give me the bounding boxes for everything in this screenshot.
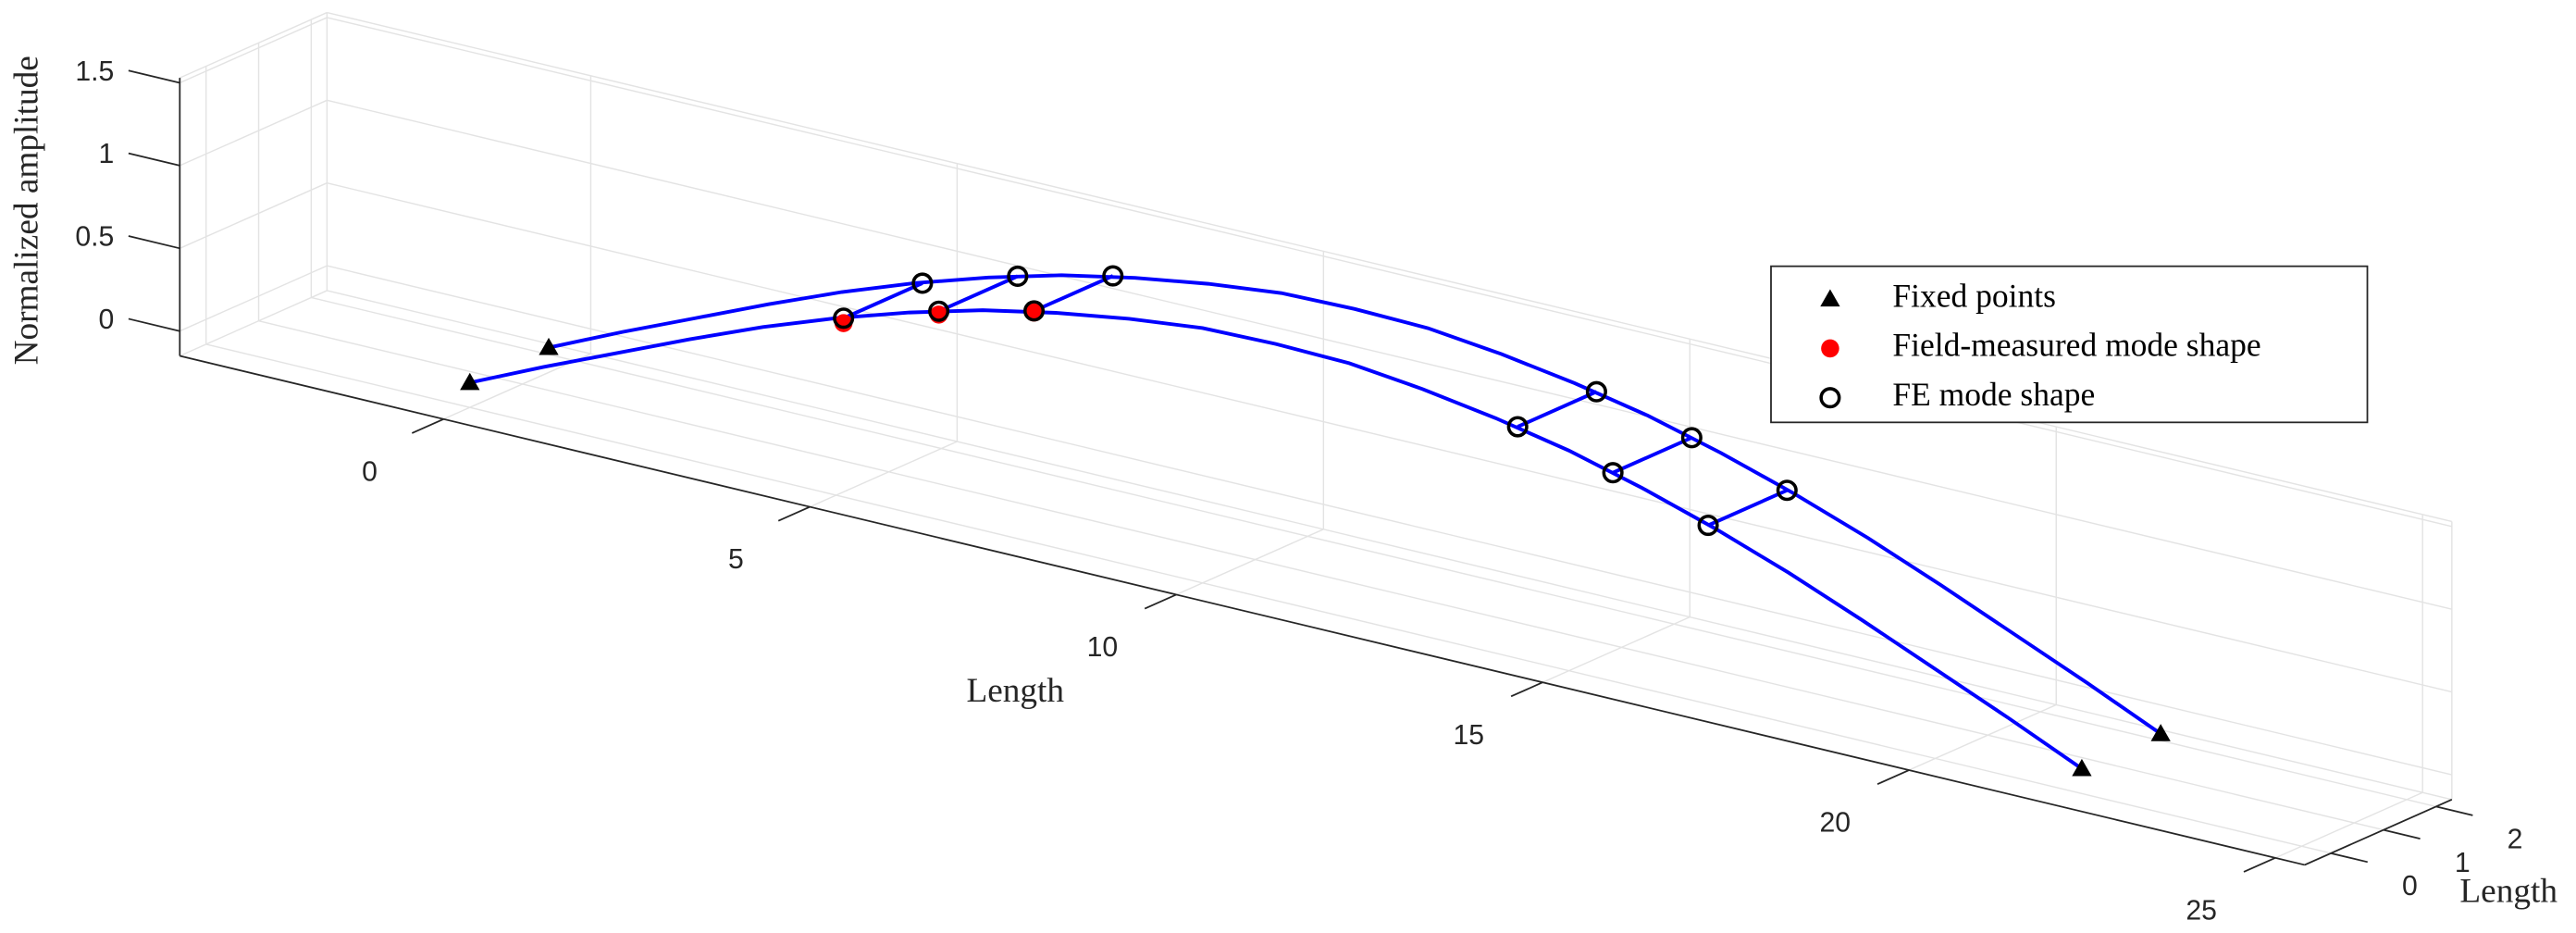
fe-link	[937, 274, 1019, 314]
box-edge	[327, 11, 2453, 523]
legend: Fixed points Field-measured mode shape FE …	[1770, 265, 2369, 424]
x-tick-label: 25	[2186, 895, 2217, 926]
z-tick	[128, 69, 180, 84]
marker-dot	[1821, 339, 1839, 358]
y-tick	[2435, 805, 2473, 816]
grid-line	[443, 353, 591, 420]
grid-line	[1908, 703, 2057, 771]
legend-box	[1770, 265, 2369, 424]
beam-line	[469, 308, 2084, 771]
x-tick-label: 20	[1819, 808, 1851, 839]
legend-label: Field-measured mode shape	[1892, 327, 2260, 364]
fe-link	[1612, 436, 1693, 475]
grid-line	[205, 343, 2332, 854]
x-tick	[1510, 681, 1543, 698]
fe-link	[842, 281, 923, 320]
marker-circle	[1776, 479, 1798, 502]
marker-triangle	[2150, 724, 2171, 741]
grid-line	[327, 17, 2453, 528]
x-tick	[777, 505, 811, 522]
grid-line	[327, 182, 2453, 693]
grid-line	[327, 99, 2453, 610]
marker-circle	[1602, 462, 1624, 484]
x-axis	[180, 355, 2305, 866]
grid-line	[1542, 616, 1690, 683]
marker-circle	[1102, 265, 1124, 287]
fe-link	[1517, 390, 1598, 429]
z-tick-label: 0	[99, 305, 115, 335]
grid-line	[180, 17, 328, 84]
x-tick	[1876, 769, 1910, 785]
y-axis-label: Length	[2459, 872, 2557, 910]
marker-circle	[1680, 427, 1703, 449]
y-tick-label: 2	[2508, 825, 2523, 855]
grid-line	[810, 441, 958, 508]
marker-circle	[1819, 387, 1841, 409]
x-tick	[1144, 593, 1177, 610]
marker-triangle	[460, 372, 480, 391]
y-tick-label: 1	[2455, 848, 2471, 878]
z-axis-label: Normalized amplitude	[8, 56, 46, 365]
z-tick	[128, 317, 180, 332]
marker-circle	[1697, 515, 1719, 537]
marker-circle	[1023, 300, 1046, 322]
beam-line	[548, 273, 2162, 736]
grid-line	[180, 182, 328, 249]
x-tick-label: 10	[1087, 632, 1119, 663]
box-edge	[180, 11, 328, 79]
x-axis-label: Length	[966, 672, 1064, 710]
grid-line	[180, 265, 328, 332]
marker-circle	[1007, 265, 1029, 287]
z-tick-label: 0.5	[75, 222, 114, 253]
grid-line	[1175, 529, 1324, 596]
y-tick	[2383, 828, 2421, 840]
x-tick	[411, 417, 444, 434]
z-tick	[128, 152, 180, 167]
marker-circle	[928, 300, 950, 322]
marker-triangle	[1820, 289, 1840, 307]
grid-line	[180, 99, 328, 167]
y-tick	[2330, 852, 2368, 864]
grid-line	[311, 296, 2436, 808]
z-tick-label: 1.5	[75, 56, 114, 87]
x-tick-label: 5	[728, 544, 744, 575]
x-tick-label: 15	[1454, 720, 1485, 751]
legend-label: FE mode shape	[1892, 376, 2095, 413]
box-edge	[180, 290, 328, 357]
fe-link	[1707, 488, 1789, 528]
grid-line	[2274, 791, 2423, 859]
grid-line	[258, 320, 2384, 831]
y-tick-label: 0	[2402, 871, 2418, 902]
x-tick-label: 0	[362, 456, 378, 487]
z-tick	[128, 235, 180, 250]
marker-circle	[1585, 380, 1607, 403]
marker-triangle	[2072, 758, 2092, 777]
fe-link	[1033, 274, 1114, 313]
marker-triangle	[539, 337, 559, 355]
marker-circle	[833, 307, 855, 330]
y-axis	[2304, 799, 2453, 866]
legend-label: Fixed points	[1892, 277, 2056, 314]
x-tick	[2243, 857, 2276, 873]
box-edge	[327, 290, 2453, 801]
marker-circle	[911, 272, 934, 294]
marker-circle	[1506, 416, 1529, 438]
z-tick-label: 1	[99, 139, 115, 169]
